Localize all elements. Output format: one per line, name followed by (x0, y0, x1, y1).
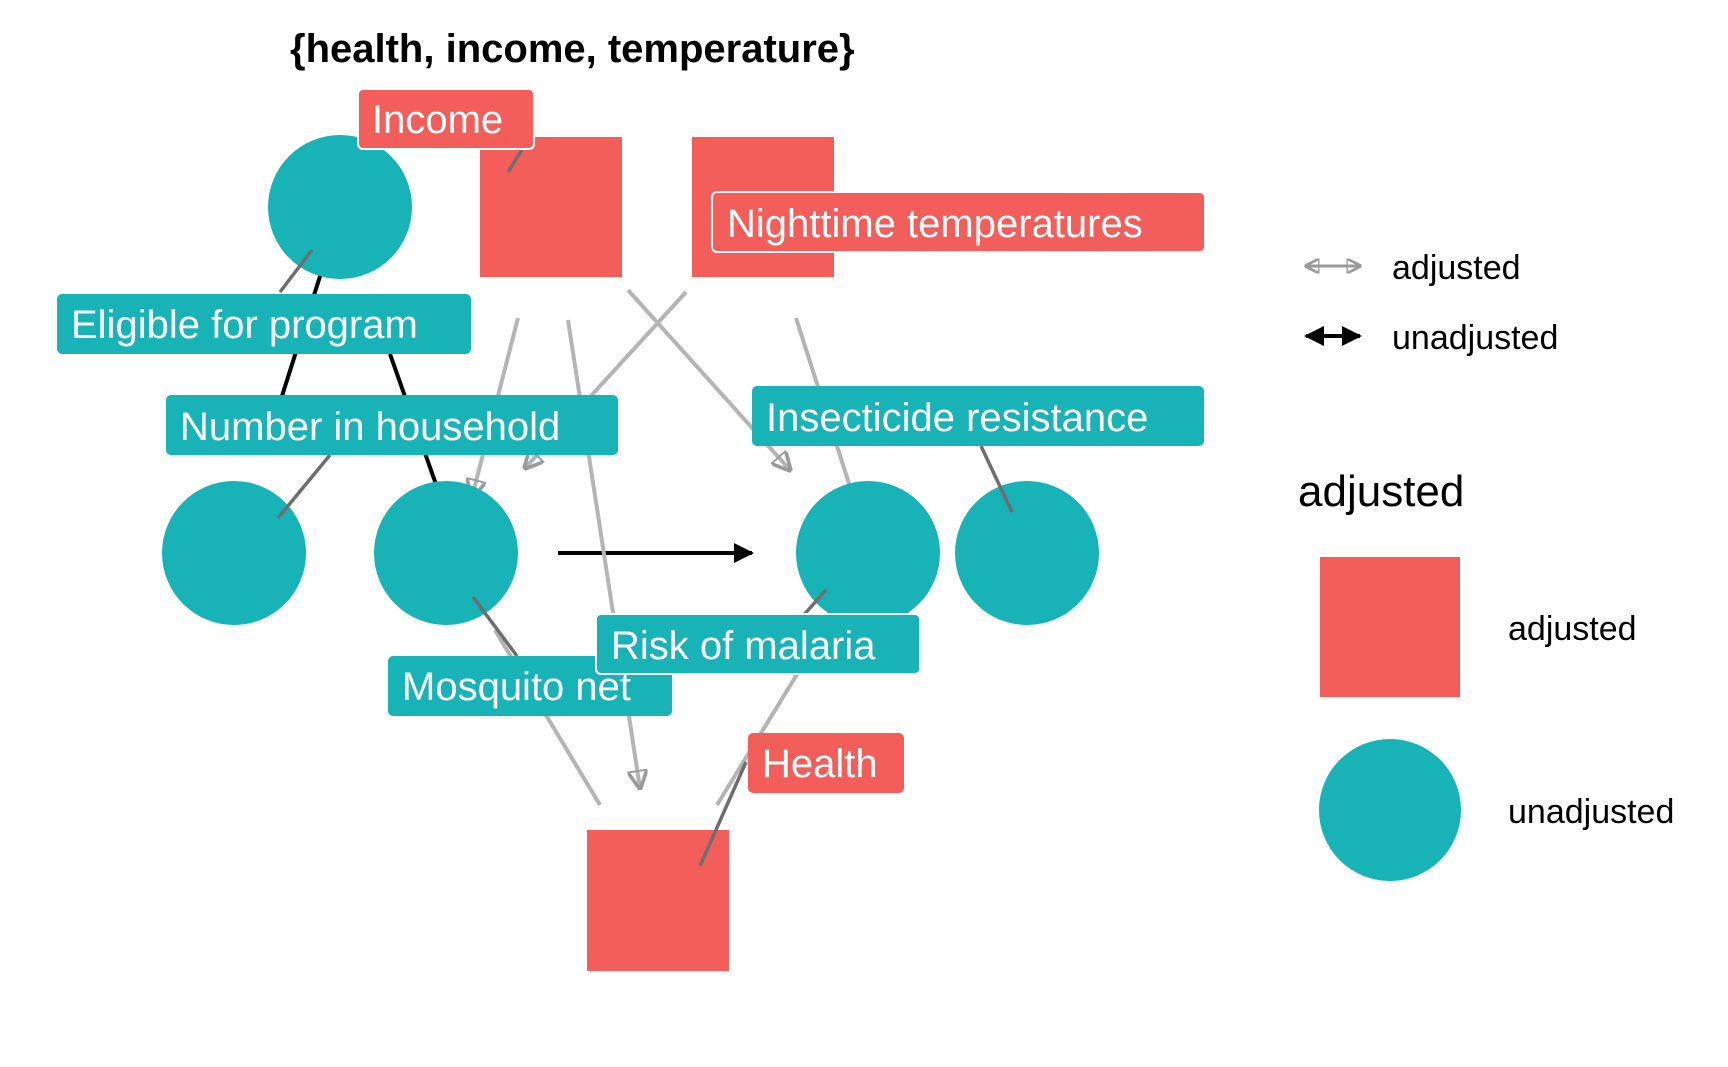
edge-legend: adjusted unadjusted (1304, 249, 1558, 357)
label-malaria: Risk of malaria (595, 613, 921, 675)
label-health: Health (748, 733, 904, 793)
leader-net (471, 595, 519, 658)
node-labels: Eligible for program Income Nighttime te… (57, 88, 1206, 793)
label-household-text: Number in household (180, 405, 560, 449)
label-malaria-text: Risk of malaria (611, 624, 876, 668)
leader-health (698, 761, 748, 867)
diagram-title: {health, income, temperature} (290, 27, 855, 71)
node-malaria (796, 481, 940, 625)
legend-unadjusted-swatch (1319, 739, 1461, 881)
legend-node-adjusted-label: adjusted (1508, 610, 1637, 648)
legend-title: adjusted (1298, 467, 1464, 516)
label-income-text: Income (372, 98, 503, 142)
label-health-text: Health (762, 742, 878, 786)
label-eligible-text: Eligible for program (71, 303, 418, 347)
label-temperature: Nighttime temperatures (711, 191, 1206, 253)
label-eligible: Eligible for program (57, 294, 471, 354)
legend-adjusted-swatch (1320, 557, 1460, 697)
legend-edge-unadjusted-label: unadjusted (1392, 319, 1558, 357)
node-household (162, 481, 306, 625)
leader-household (276, 453, 332, 520)
legend-edge-adjusted-label: adjusted (1392, 249, 1521, 287)
label-income: Income (357, 88, 535, 150)
leader-resistance (979, 445, 1014, 513)
legend-node-unadjusted-label: unadjusted (1508, 793, 1674, 831)
node-legend: adjusted adjusted unadjusted (1298, 467, 1674, 881)
node-income (480, 137, 622, 277)
node-eligible (268, 135, 412, 279)
nodes (162, 135, 1099, 971)
leader-eligible (278, 248, 314, 294)
label-net-text: Mosquito net (402, 665, 631, 709)
node-resistance (955, 481, 1099, 625)
label-resistance: Insecticide resistance (752, 386, 1204, 446)
node-net (374, 481, 518, 625)
label-household: Number in household (166, 395, 618, 455)
label-resistance-text: Insecticide resistance (766, 396, 1148, 440)
label-temperature-text: Nighttime temperatures (727, 202, 1143, 246)
